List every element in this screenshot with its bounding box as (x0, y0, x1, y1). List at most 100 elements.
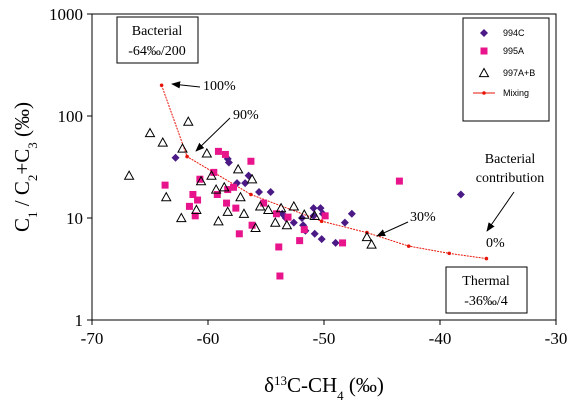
data-point-997a-b (269, 217, 281, 227)
legend-label: 997A+B (503, 68, 535, 78)
data-point-994c (310, 229, 319, 238)
data-point-997a-b (213, 215, 224, 226)
mixing-point (185, 154, 189, 159)
mixing-point (159, 83, 164, 88)
legend-item-997a-b: 997A+B (478, 67, 535, 78)
data-point-995a (275, 243, 283, 251)
data-point-997a-b (195, 175, 207, 186)
mixing-point (447, 251, 452, 256)
legend: 994C 995A 997A+B Mixing (462, 17, 550, 122)
legend-marker (480, 29, 488, 37)
data-point-995a (339, 239, 347, 247)
data-point-995a (230, 183, 238, 191)
x-tick-label: -70 (81, 329, 104, 348)
arrow-100 (171, 81, 201, 89)
data-point-995a (189, 190, 197, 198)
x-tick-label: -50 (313, 329, 336, 348)
data-point-995a (296, 237, 304, 245)
data-point-994c (309, 204, 318, 213)
data-point-997a-b (235, 191, 246, 202)
label-90-percent: 90% (233, 108, 259, 123)
data-point-994c (317, 235, 326, 244)
label-30-percent: 30% (410, 210, 436, 225)
data-point-997a-b (275, 202, 287, 213)
data-point-995a (235, 230, 243, 238)
mixing-point (319, 219, 324, 224)
thermal-box-value: -36‰/4 (464, 294, 508, 309)
data-point-995a (260, 199, 268, 207)
data-point-997a-b (182, 116, 194, 126)
data-point-997a-b (157, 136, 169, 147)
data-point-995a (161, 181, 169, 189)
thermal-box-title: Thermal (462, 274, 510, 289)
mixing-point (249, 192, 253, 197)
data-point-997a-b (288, 200, 300, 211)
y-tick-label: 1 (75, 311, 84, 330)
data-point-994c (171, 153, 180, 162)
y-tick-label: 10 (66, 209, 83, 228)
legend-item-994c: 994C (480, 28, 525, 38)
data-point-997a-b (210, 184, 222, 194)
data-point-997a-b (281, 219, 293, 230)
scatter-points (123, 116, 465, 280)
data-point-997a-b (262, 204, 274, 215)
legend-label: 994C (503, 28, 525, 38)
legend-item-995a: 995A (480, 46, 524, 56)
data-point-995a (276, 272, 284, 280)
bacterial-endmember-box: Bacterial -64‰/200 (116, 16, 199, 64)
mixing-point (484, 256, 489, 261)
data-point-995a (300, 226, 308, 234)
data-point-994c (456, 190, 465, 199)
data-point-997a-b (366, 238, 377, 249)
label-0-percent: 0% (486, 236, 505, 251)
bacterial-contribution-line1: Bacterial (485, 152, 536, 167)
legend-marker (480, 47, 488, 55)
data-point-995a (395, 177, 403, 185)
arrow-30 (376, 221, 409, 237)
data-point-995a (248, 221, 256, 229)
data-point-995a (210, 168, 218, 176)
mixing-point (406, 244, 411, 248)
data-point-995a (191, 212, 199, 220)
legend-marker (478, 67, 490, 78)
x-axis-ticks: -70 -60 -50 -40 -30 (81, 320, 568, 348)
data-point-995a (185, 202, 193, 210)
mixing-line (161, 85, 487, 260)
data-point-995a (194, 196, 202, 204)
data-point-997a-b (309, 210, 321, 220)
data-point-994c (266, 187, 275, 196)
data-point-994c (289, 218, 298, 227)
data-point-995a (223, 199, 231, 207)
x-tick-label: -30 (545, 329, 568, 348)
arrow-90 (195, 117, 231, 152)
data-point-995a (321, 212, 329, 220)
x-tick-label: -40 (429, 329, 452, 348)
legend-item-mixing: Mixing (473, 88, 529, 98)
y-axis-ticks: 1 10 100 1000 (49, 5, 92, 330)
data-point-997a-b (123, 170, 135, 180)
data-point-997a-b (246, 173, 258, 184)
data-point-997a-b (191, 204, 202, 215)
data-point-997a-b (361, 231, 373, 242)
mixing-series (159, 83, 489, 261)
bacterial-box-value: -64‰/200 (128, 44, 186, 59)
legend-label: 995A (503, 46, 524, 56)
data-point-997a-b (238, 208, 250, 218)
data-point-994c (241, 179, 250, 188)
data-point-997a-b (175, 212, 187, 223)
data-point-994c (331, 238, 340, 247)
data-point-994c (347, 209, 356, 218)
data-point-997a-b (160, 191, 172, 202)
legend-marker (482, 91, 486, 95)
data-point-994c (255, 187, 264, 196)
data-point-995a (284, 213, 292, 221)
data-point-997a-b (218, 181, 230, 192)
thermal-endmember-box: Thermal -36‰/4 (445, 266, 528, 314)
data-point-997a-b (222, 206, 234, 216)
label-100-percent: 100% (203, 79, 236, 94)
data-point-997a-b (254, 200, 266, 211)
data-point-997a-b (177, 142, 188, 153)
data-point-995a (247, 157, 255, 165)
data-point-995a (232, 204, 240, 212)
